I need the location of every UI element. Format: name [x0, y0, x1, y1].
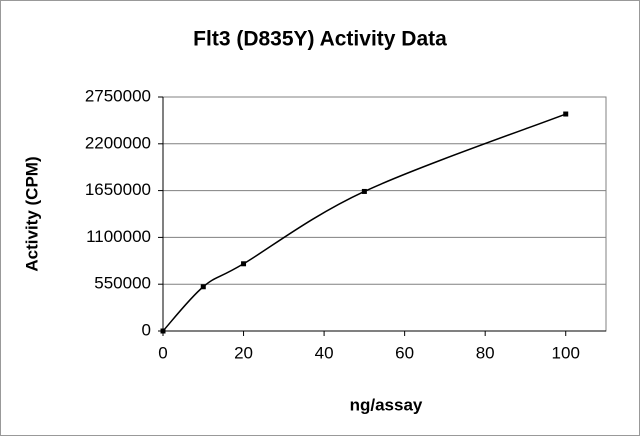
chart-title: Flt3 (D835Y) Activity Data — [193, 28, 447, 51]
x-tick-label: 0 — [158, 343, 167, 362]
x-tick-label: 100 — [552, 343, 580, 362]
plot-area — [162, 96, 607, 332]
data-point — [160, 328, 166, 334]
y-tick-label: 1100000 — [86, 227, 151, 246]
data-point — [241, 261, 247, 267]
data-point — [361, 188, 367, 194]
x-tick-label: 40 — [315, 343, 334, 362]
x-axis-title: ng/assay — [350, 395, 423, 414]
data-line — [162, 113, 566, 332]
x-tick-label: 60 — [395, 343, 414, 362]
y-tick-label: 0 — [142, 320, 151, 339]
data-point — [563, 111, 569, 117]
y-tick-label: 2750000 — [85, 86, 151, 105]
y-tick-label: 2200000 — [85, 133, 151, 152]
x-tick-label: 80 — [476, 343, 495, 362]
y-tick-label: 550000 — [94, 274, 151, 293]
x-tick-label: 20 — [234, 343, 253, 362]
data-point — [200, 284, 206, 290]
y-axis-title: Activity (CPM) — [22, 156, 41, 271]
y-tick-label: 1650000 — [85, 180, 151, 199]
